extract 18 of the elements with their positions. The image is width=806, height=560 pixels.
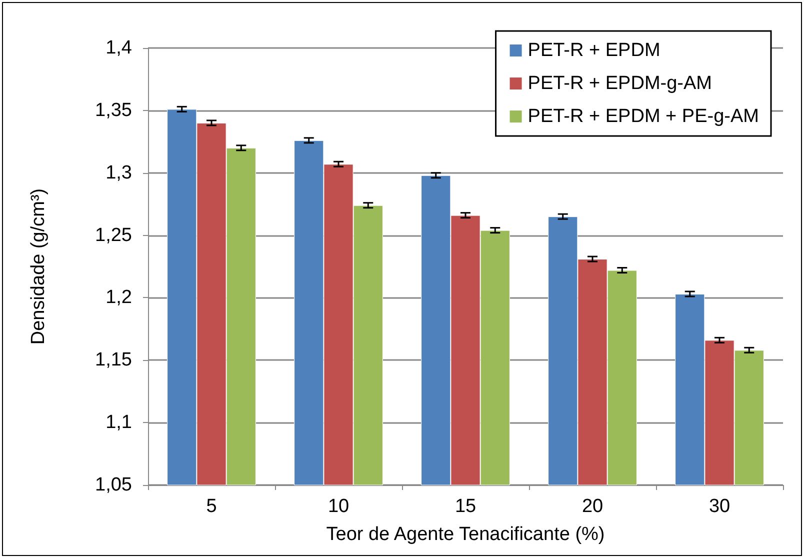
y-tick-label: 1,15	[95, 350, 132, 371]
y-tick-label: 1,2	[106, 287, 132, 308]
y-tick-label: 1,1	[106, 412, 132, 434]
x-tick-label: 30	[708, 496, 730, 517]
x-tick-label: 15	[454, 496, 476, 517]
y-axis-title: Densidade (g/cm³)	[28, 188, 49, 345]
y-tick-label: 1,05	[95, 474, 132, 496]
y-tick-label: 1,35	[95, 100, 132, 121]
y-tick-label: 1,3	[106, 162, 132, 184]
x-tick-label: 10	[328, 496, 350, 517]
legend-label: PET-R + EPDM + PE-g-AM	[528, 106, 760, 127]
y-tick-label: 1,4	[106, 38, 132, 58]
legend-label: PET-R + EPDM	[528, 40, 660, 61]
x-axis-title: Teor de Agente Tenacificante (%)	[326, 524, 605, 545]
legend-label: PET-R + EPDM-g-AM	[528, 73, 712, 94]
x-tick-label: 5	[206, 496, 217, 517]
x-tick-label: 20	[582, 496, 604, 517]
y-tick-label: 1,25	[95, 224, 132, 246]
